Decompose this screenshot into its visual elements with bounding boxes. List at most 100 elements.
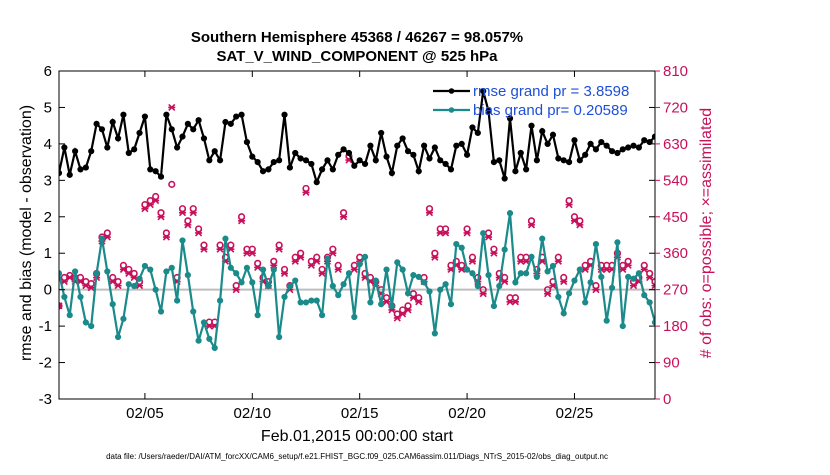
bias-point bbox=[733, 262, 738, 267]
bias-point bbox=[545, 269, 550, 274]
rmse-point bbox=[717, 170, 722, 175]
rmse-point bbox=[792, 174, 797, 179]
bias-point bbox=[169, 265, 174, 270]
rmse-point bbox=[277, 158, 282, 163]
bias-point bbox=[797, 252, 802, 257]
possible-point bbox=[813, 267, 819, 273]
bias-point bbox=[749, 282, 754, 287]
rmse-point bbox=[158, 174, 163, 179]
rmse-point bbox=[722, 163, 727, 168]
rmse-point bbox=[309, 161, 314, 166]
bias-point bbox=[808, 265, 813, 270]
y-right-tick-label: 270 bbox=[663, 282, 688, 299]
bias-point bbox=[405, 291, 410, 296]
bias-point bbox=[599, 274, 604, 279]
rmse-point bbox=[228, 121, 233, 126]
y-right-tick-label: 720 bbox=[663, 99, 688, 116]
bias-point bbox=[443, 282, 448, 287]
bias-point bbox=[105, 269, 110, 274]
rmse-point bbox=[776, 176, 781, 181]
assimilated-point bbox=[754, 275, 761, 281]
possible-point bbox=[727, 271, 733, 277]
bias-point bbox=[115, 334, 120, 339]
rmse-point bbox=[282, 112, 287, 117]
bias-point bbox=[153, 287, 158, 292]
assimilated-point bbox=[732, 279, 739, 285]
rmse-point bbox=[620, 147, 625, 152]
rmse-point bbox=[336, 152, 341, 157]
rmse-point bbox=[470, 125, 475, 130]
assimilated-point bbox=[802, 165, 809, 171]
rmse-point bbox=[212, 149, 217, 154]
assimilated-point bbox=[786, 141, 793, 147]
bias-point bbox=[185, 272, 190, 277]
rmse-point bbox=[319, 167, 324, 172]
bias-point bbox=[781, 276, 786, 281]
rmse-point bbox=[303, 158, 308, 163]
bias-point bbox=[771, 316, 776, 321]
bias-point bbox=[255, 313, 260, 318]
rmse-point bbox=[234, 114, 239, 119]
bias-point bbox=[319, 313, 324, 318]
y-tick-label: 5 bbox=[44, 99, 52, 116]
rmse-point bbox=[73, 149, 78, 154]
rmse-point bbox=[808, 92, 813, 97]
possible-point bbox=[738, 169, 744, 175]
bias-point bbox=[556, 294, 561, 299]
x-tick-label: 02/25 bbox=[556, 405, 594, 422]
rmse-point bbox=[362, 161, 367, 166]
bias-point bbox=[282, 294, 287, 299]
possible-point bbox=[717, 275, 723, 281]
bias-point bbox=[754, 260, 759, 265]
bias-point bbox=[609, 285, 614, 290]
bias-point bbox=[583, 300, 588, 305]
rmse-point bbox=[529, 123, 534, 128]
rmse-point bbox=[765, 145, 770, 150]
bias-point bbox=[330, 283, 335, 288]
bias-point bbox=[234, 271, 239, 276]
rmse-point bbox=[341, 147, 346, 152]
rmse-point bbox=[787, 129, 792, 134]
rmse-point bbox=[690, 156, 695, 161]
bias-point bbox=[341, 282, 346, 287]
bias-point bbox=[744, 278, 749, 283]
bias-point bbox=[561, 311, 566, 316]
bias-point bbox=[792, 313, 797, 318]
rmse-point bbox=[325, 158, 330, 163]
assimilated-point bbox=[662, 262, 669, 268]
rmse-point bbox=[368, 143, 373, 148]
rmse-point bbox=[83, 165, 88, 170]
bias-point bbox=[728, 267, 733, 272]
bias-point bbox=[298, 300, 303, 305]
possible-point bbox=[819, 267, 825, 273]
rmse-point bbox=[352, 163, 357, 168]
y-right-tick-label: 0 bbox=[663, 391, 671, 408]
possible-point bbox=[803, 161, 809, 167]
y-tick-label: -3 bbox=[39, 391, 52, 408]
bias-point bbox=[73, 269, 78, 274]
bias-point bbox=[427, 289, 432, 294]
bias-point bbox=[540, 236, 545, 241]
x-tick-label: 02/20 bbox=[448, 405, 486, 422]
rmse-point bbox=[550, 132, 555, 137]
assimilated-point bbox=[678, 270, 685, 276]
rmse-point bbox=[491, 160, 496, 165]
assimilated-point bbox=[775, 181, 782, 187]
rmse-point bbox=[738, 165, 743, 170]
x-axis-label: Feb.01,2015 00:00:00 start bbox=[261, 428, 454, 445]
bias-point bbox=[647, 300, 652, 305]
bias-point bbox=[191, 309, 196, 314]
y-tick-label: 4 bbox=[44, 136, 52, 153]
bias-point bbox=[824, 254, 829, 259]
rmse-point bbox=[416, 169, 421, 174]
bias-point bbox=[422, 280, 427, 285]
bias-point bbox=[228, 265, 233, 270]
bias-point bbox=[787, 294, 792, 299]
rmse-point bbox=[266, 167, 271, 172]
possible-point bbox=[786, 137, 792, 143]
bias-point bbox=[137, 276, 142, 281]
rmse-point bbox=[459, 141, 464, 146]
rmse-point bbox=[405, 149, 410, 154]
